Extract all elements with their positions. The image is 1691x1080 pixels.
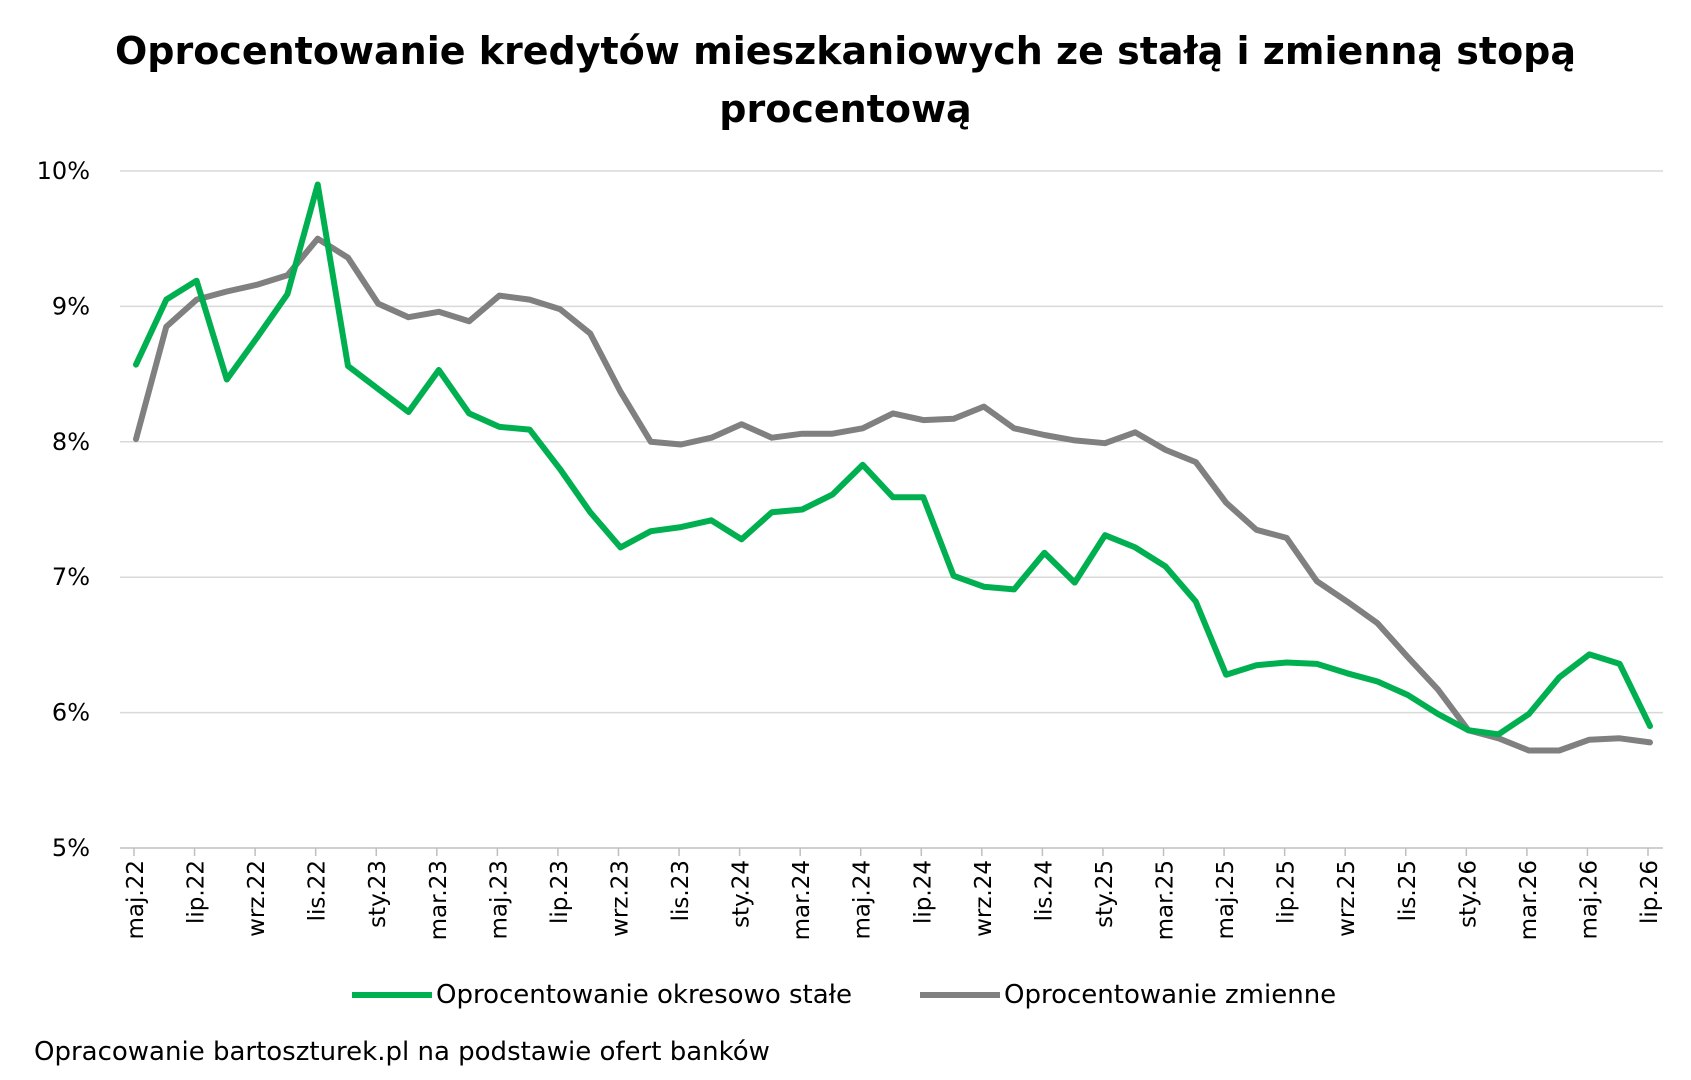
x-tick-label: lip.26 <box>1637 860 1663 924</box>
source-note: Opracowanie bartoszturek.pl na podstawie… <box>34 1037 770 1067</box>
x-tick-label: mar.26 <box>1516 860 1542 940</box>
x-tick-label: mar.24 <box>789 860 815 940</box>
y-tick-label: 8% <box>52 428 90 456</box>
x-tick-label: lip.23 <box>547 860 573 924</box>
x-tick-label: lip.25 <box>1274 860 1300 924</box>
chart-title-line-2: procentową <box>719 87 972 131</box>
chart-title: Oprocentowanie kredytów mieszkaniowych z… <box>0 22 1691 138</box>
x-tick-label: mar.25 <box>1153 860 1179 940</box>
x-tick-label: sty.25 <box>1092 860 1118 928</box>
legend-label-variable: Oprocentowanie zmienne <box>1004 980 1337 1010</box>
x-tick-label: lis.22 <box>305 860 331 921</box>
x-tick-label: lip.22 <box>184 860 210 924</box>
x-tick-label: mar.23 <box>426 860 452 940</box>
y-tick-label: 6% <box>52 699 90 727</box>
x-tick-label: wrz.25 <box>1334 860 1360 937</box>
x-tick-label: lip.24 <box>910 860 936 924</box>
line-chart: 5% 6% 7% 8% 9% 10% maj.22 lip.22 wrz.22 lis.22 st… <box>37 157 1663 940</box>
x-tick-label: sty.24 <box>729 860 755 928</box>
x-tick-label: wrz.24 <box>971 860 997 937</box>
legend-swatch-fixed <box>352 992 432 998</box>
y-axis-ticks: 5% 6% 7% 8% 9% 10% <box>37 157 90 862</box>
x-tick-label: maj.22 <box>123 860 149 939</box>
legend-item-variable: Oprocentowanie zmienne <box>920 978 1336 1012</box>
x-tick-label: maj.23 <box>486 860 512 939</box>
x-tick-label: maj.26 <box>1576 860 1602 939</box>
series-line-variable <box>133 235 1653 754</box>
series-line-fixed <box>133 181 1653 738</box>
legend-item-fixed: Oprocentowanie okresowo stałe <box>352 978 852 1012</box>
y-tick-label: 5% <box>52 834 90 862</box>
y-tick-label: 9% <box>52 292 90 320</box>
legend-label-fixed: Oprocentowanie okresowo stałe <box>436 980 853 1010</box>
x-tick-label: maj.25 <box>1213 860 1239 939</box>
x-tick-label: lis.23 <box>668 860 694 921</box>
y-tick-label: 10% <box>37 157 90 185</box>
x-tick-label: lis.25 <box>1395 860 1421 921</box>
x-tick-label: wrz.23 <box>607 860 633 937</box>
x-axis-ticks: maj.22 lip.22 wrz.22 lis.22 sty.23 mar.23 maj.… <box>123 848 1663 940</box>
chart-title-line-1: Oprocentowanie kredytów mieszkaniowych z… <box>114 29 1577 73</box>
series-lines <box>133 181 1653 754</box>
grid-lines <box>120 170 1663 714</box>
x-tick-label: lis.24 <box>1031 860 1057 921</box>
chart-legend: Oprocentowanie okresowo stałe Oprocentow… <box>0 978 1691 1012</box>
x-tick-label: sty.26 <box>1455 860 1481 928</box>
x-tick-label: maj.24 <box>850 860 876 939</box>
x-tick-label: wrz.22 <box>244 860 270 937</box>
legend-swatch-variable <box>920 992 1000 998</box>
y-tick-label: 7% <box>52 563 90 591</box>
x-tick-label: sty.23 <box>365 860 391 928</box>
